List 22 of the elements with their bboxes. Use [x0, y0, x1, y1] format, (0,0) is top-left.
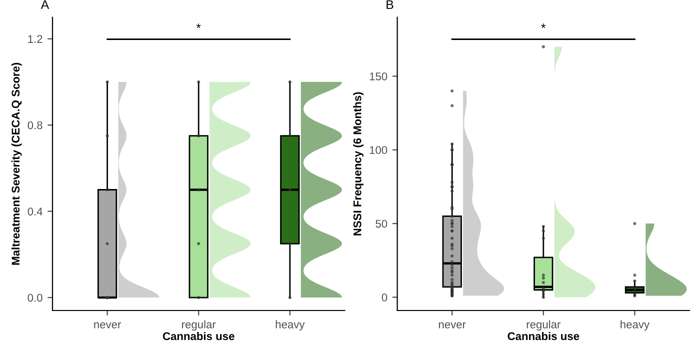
y-tick-label: 0.8 [28, 121, 42, 130]
y-axis-title: Maltreatment Severity (CECA.Q Score) [11, 62, 22, 265]
x-tick-label: heavy [276, 320, 305, 331]
chart-title: B [386, 0, 394, 9]
x-tick-label: never [94, 322, 121, 328]
x-tick-label: heavy [620, 320, 650, 331]
y-tick-label: 50 [376, 220, 388, 228]
annotation: * [541, 24, 546, 28]
x-tick-label: never [438, 322, 466, 328]
y-tick-label: 150 [370, 72, 388, 80]
y-tick-label: 0.4 [28, 208, 42, 216]
y-tick-label: 100 [370, 146, 388, 154]
y-tick-label: 1.2 [28, 35, 42, 43]
x-tick-label: regular [526, 320, 561, 331]
y-tick-label: 0 [382, 294, 388, 302]
y-tick-label: 0.0 [28, 294, 42, 302]
x-tick-label: regular [182, 320, 216, 331]
x-axis-title: Cannabis use [508, 332, 580, 340]
y-axis-title: NSSI Frequency (6 Months) [353, 92, 364, 236]
annotation: * [196, 24, 201, 28]
x-axis-title: Cannabis use [162, 332, 234, 340]
chart-title: A [40, 0, 50, 9]
